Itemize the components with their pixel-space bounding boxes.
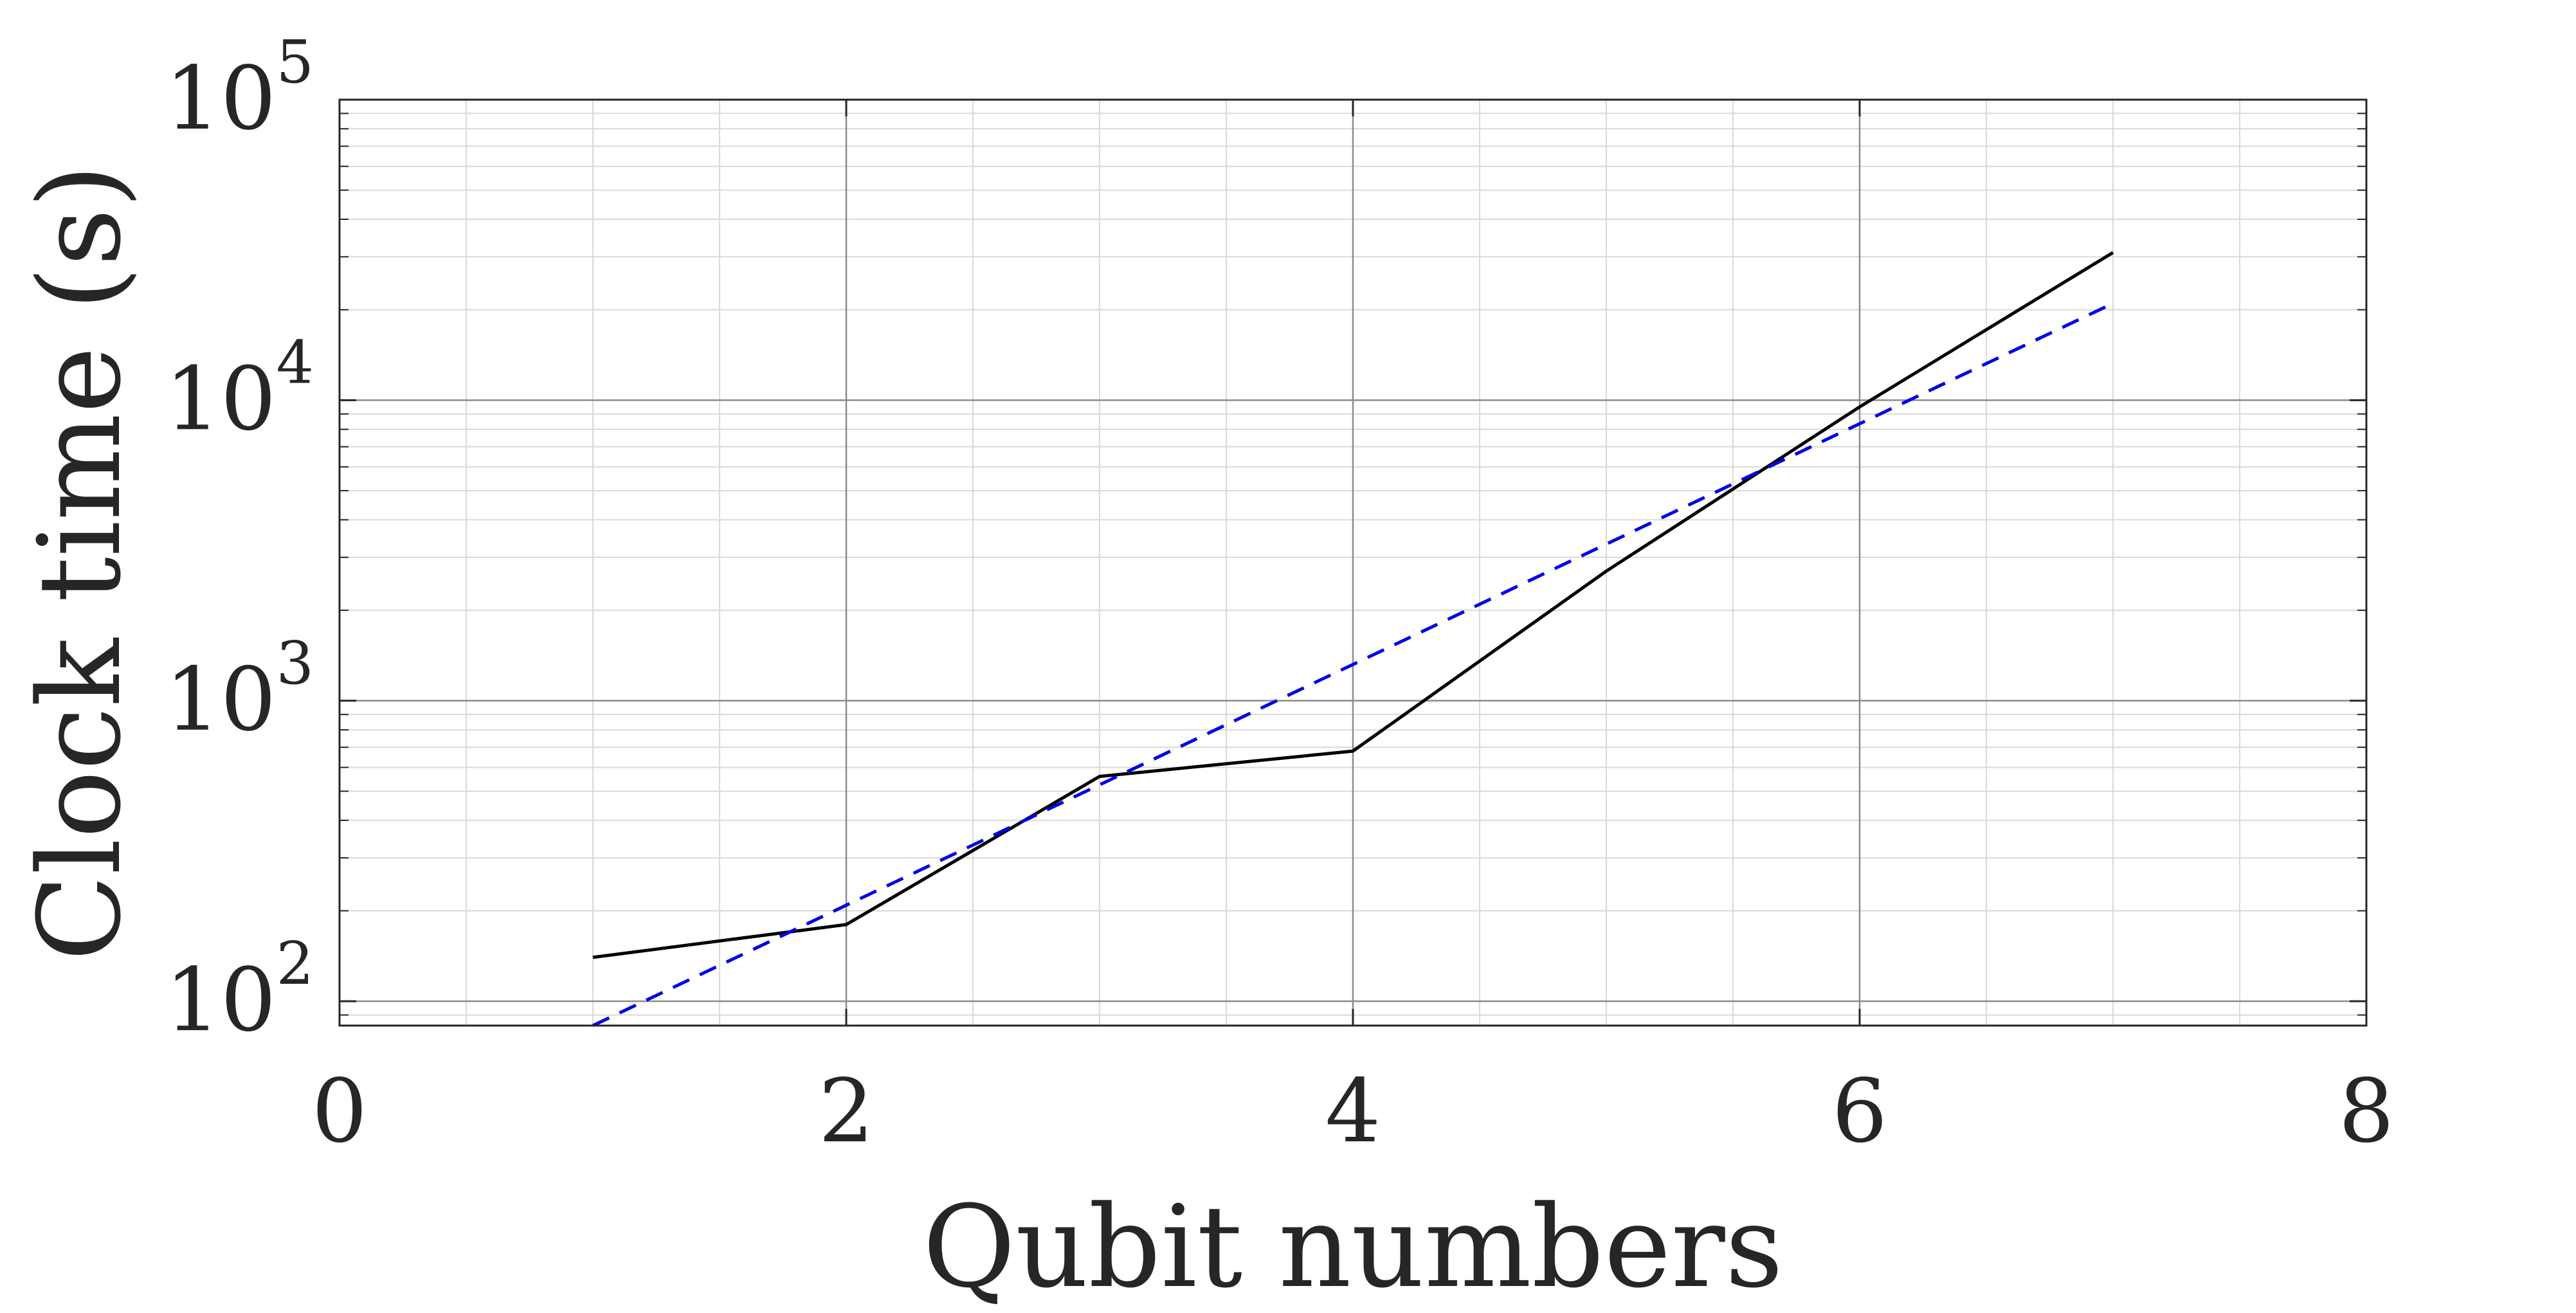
y-tick-label: 104 — [165, 328, 314, 450]
series-layer — [592, 251, 2114, 1028]
y-tick-labels: 102 103 104 105 — [165, 28, 314, 1051]
x-tick-label: 2 — [819, 1061, 875, 1163]
x-tick-label: 6 — [1832, 1061, 1888, 1163]
y-tick-label: 103 — [165, 629, 314, 751]
x-tick-label: 8 — [2339, 1061, 2395, 1163]
fit-line — [592, 302, 2114, 1028]
x-axis-label: Qubit numbers — [923, 1181, 1783, 1310]
x-tick-label: 4 — [1325, 1061, 1381, 1163]
tick-marks — [338, 98, 2368, 1026]
y-tick-label: 105 — [165, 28, 314, 150]
data-line — [592, 251, 2114, 959]
x-tick-labels: 0 2 4 6 8 — [312, 1061, 2395, 1163]
y-tick-label: 102 — [165, 929, 314, 1051]
x-tick-label: 0 — [312, 1061, 368, 1163]
y-axis-label: Clock time (s) — [14, 164, 146, 961]
grid — [340, 100, 2366, 1026]
